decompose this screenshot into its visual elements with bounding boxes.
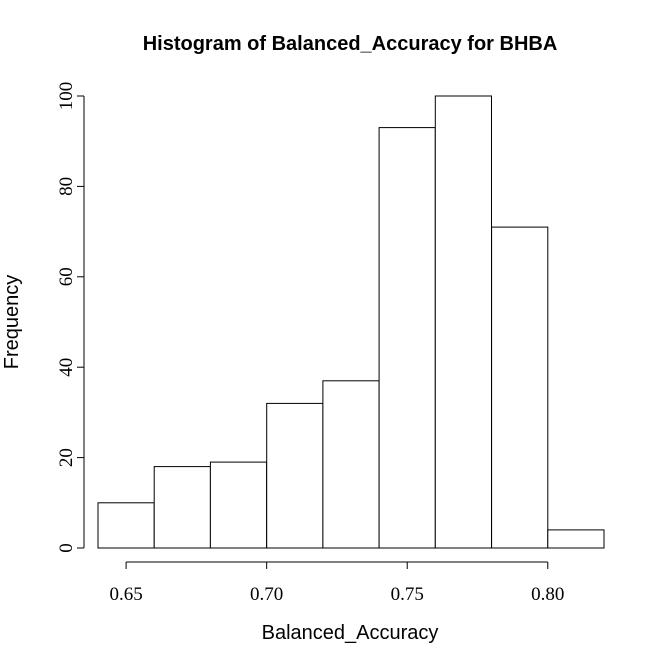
histogram-bar — [153, 466, 211, 549]
y-tick-label: 60 — [56, 267, 77, 286]
histogram-bar — [322, 380, 380, 549]
x-tick-label: 0.75 — [391, 584, 424, 605]
x-tick-label: 0.80 — [531, 584, 564, 605]
histogram-bar — [491, 226, 549, 549]
y-tick-label: 80 — [56, 177, 77, 196]
chart-title: Histogram of Balanced_Accuracy for BHBA — [143, 33, 558, 55]
x-tick-label: 0.70 — [250, 584, 283, 605]
histogram-bar — [266, 402, 324, 549]
y-tick-label: 20 — [56, 448, 77, 467]
bars-group — [97, 95, 605, 549]
y-tick-label: 100 — [56, 82, 77, 111]
y-tick-label: 0 — [56, 543, 77, 553]
histogram-bar — [547, 529, 605, 549]
histogram-bar — [378, 127, 436, 549]
y-axis-label: Frequency — [1, 275, 23, 370]
histogram-bar — [209, 461, 268, 549]
x-tick-label: 0.65 — [109, 584, 142, 605]
histogram-bar — [97, 502, 155, 549]
x-axis: 0.65 0.70 0.75 0.80 — [109, 561, 564, 605]
y-tick-label: 40 — [56, 358, 77, 377]
histogram-bar — [434, 95, 492, 549]
x-axis-label: Balanced_Accuracy — [262, 622, 439, 644]
y-axis: 0 20 40 60 80 100 — [56, 82, 85, 553]
